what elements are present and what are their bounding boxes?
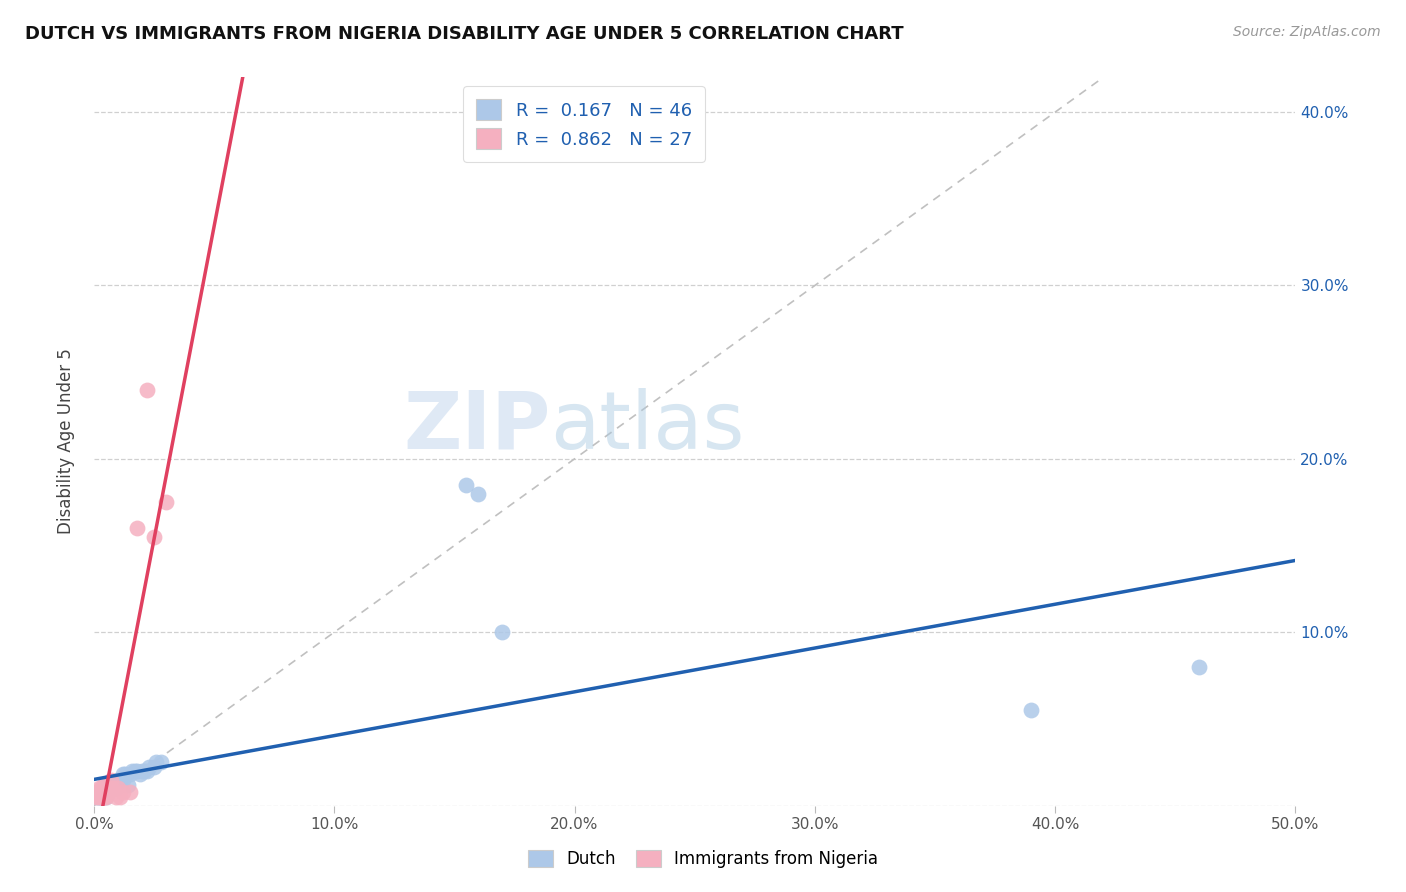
Point (101, 781, 124, 796)
Point (94, 789, 117, 804)
Point (94, 785, 117, 799)
Point (101, 778, 124, 792)
Point (97, 781, 120, 796)
Point (93, 778, 115, 792)
Point (90, 781, 112, 796)
Point (145, 756, 167, 770)
Point (111, 785, 134, 799)
Text: ZIP: ZIP (404, 388, 551, 466)
Point (467, 486, 489, 500)
Point (143, 530, 166, 544)
Point (90, 789, 112, 804)
Point (110, 789, 132, 804)
Point (127, 764, 149, 778)
Text: Source: ZipAtlas.com: Source: ZipAtlas.com (1233, 25, 1381, 39)
Point (117, 778, 139, 792)
Point (93, 785, 115, 799)
Point (1188, 660, 1211, 674)
Point (101, 781, 124, 796)
Point (104, 789, 127, 804)
Point (87, 789, 110, 804)
Text: atlas: atlas (551, 388, 745, 466)
Point (97, 781, 120, 796)
Point (111, 772, 134, 787)
Point (104, 781, 127, 796)
Point (97, 778, 120, 792)
Point (93, 781, 115, 796)
Point (87, 789, 110, 804)
Point (94, 789, 117, 804)
Text: DUTCH VS IMMIGRANTS FROM NIGERIA DISABILITY AGE UNDER 5 CORRELATION CHART: DUTCH VS IMMIGRANTS FROM NIGERIA DISABIL… (25, 25, 904, 43)
Point (127, 521, 149, 535)
Point (90, 785, 112, 799)
Point (128, 767, 150, 781)
Point (124, 764, 146, 778)
Point (86, 785, 108, 799)
Point (86, 789, 108, 804)
Point (94, 781, 117, 796)
Point (118, 767, 141, 781)
Point (491, 625, 513, 640)
Point (150, 756, 173, 770)
Legend: Dutch, Immigrants from Nigeria: Dutch, Immigrants from Nigeria (522, 843, 884, 875)
Point (107, 772, 129, 787)
Point (114, 767, 136, 781)
Point (111, 767, 134, 781)
Point (100, 781, 122, 796)
Point (143, 760, 166, 774)
Point (100, 781, 122, 796)
Point (94, 778, 117, 792)
Point (155, 495, 177, 509)
Point (110, 772, 132, 787)
Y-axis label: Disability Age Under 5: Disability Age Under 5 (58, 349, 75, 534)
Point (87, 785, 110, 799)
Point (86, 789, 108, 804)
Point (107, 778, 129, 792)
Point (97, 785, 120, 799)
Point (107, 781, 129, 796)
Point (121, 764, 143, 778)
Point (135, 383, 157, 397)
Point (1019, 703, 1042, 717)
Legend: R =  0.167   N = 46, R =  0.862   N = 27: R = 0.167 N = 46, R = 0.862 N = 27 (464, 87, 704, 161)
Point (118, 785, 141, 799)
Point (456, 478, 478, 492)
Point (100, 772, 122, 787)
Point (134, 764, 156, 778)
Point (87, 781, 110, 796)
Point (90, 789, 112, 804)
Point (93, 789, 115, 804)
Point (104, 776, 127, 790)
Point (90, 785, 112, 799)
Point (131, 764, 153, 778)
Point (135, 764, 157, 778)
Point (87, 789, 110, 804)
Point (93, 781, 115, 796)
Point (100, 778, 122, 792)
Point (90, 789, 112, 804)
Point (94, 785, 117, 799)
Point (138, 760, 160, 774)
Point (94, 781, 117, 796)
Point (93, 789, 115, 804)
